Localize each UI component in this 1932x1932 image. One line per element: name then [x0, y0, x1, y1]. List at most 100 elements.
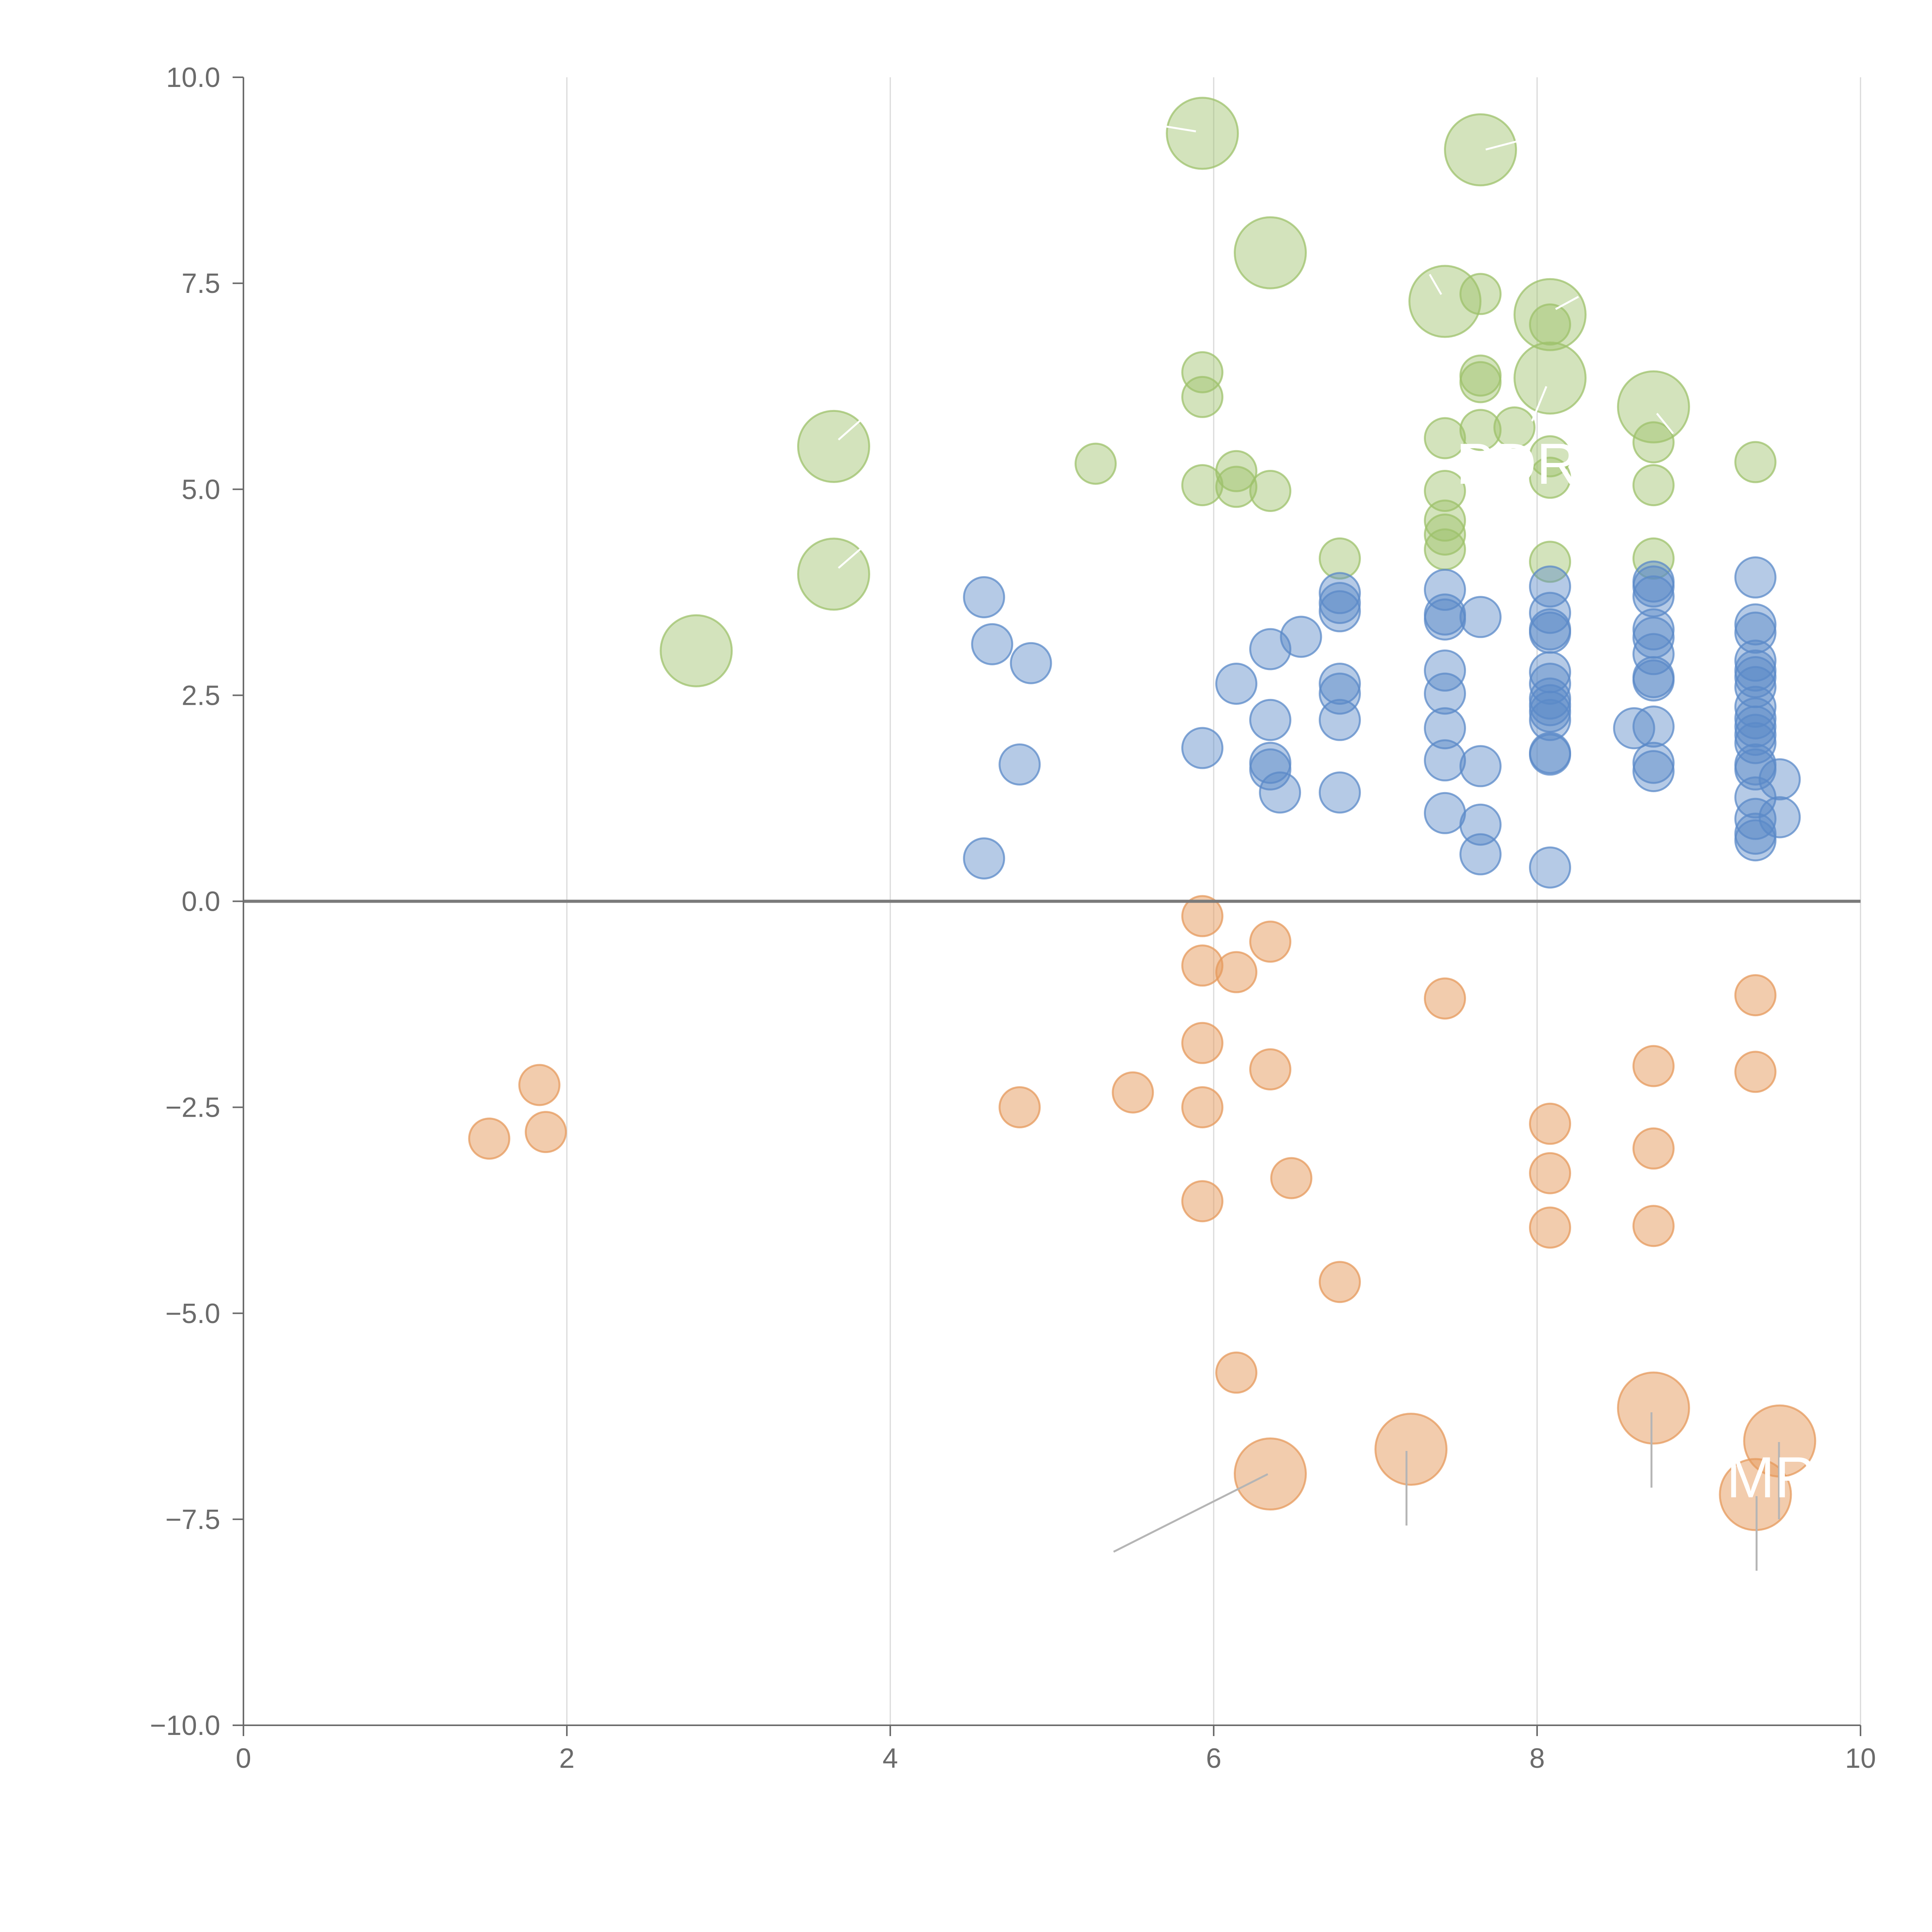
neutral-point — [1632, 659, 1675, 702]
neutral-point — [1459, 833, 1502, 876]
positive-point — [1444, 113, 1517, 187]
connector-line — [1429, 274, 1442, 295]
negative-point — [1734, 1051, 1777, 1093]
connector-line — [1113, 1473, 1269, 1553]
neutral-point — [1632, 565, 1675, 608]
positive-point — [1514, 341, 1587, 415]
connector-line — [838, 418, 862, 440]
neutral-point — [1280, 616, 1322, 658]
negative-point — [1249, 1048, 1291, 1090]
negative-point — [1632, 1205, 1675, 1247]
positive-point — [1234, 216, 1307, 289]
positive-point — [1181, 376, 1224, 418]
connector-line — [1485, 140, 1517, 151]
connector-line — [1165, 125, 1196, 133]
negative-point — [1617, 1371, 1690, 1445]
positive-point — [1493, 406, 1536, 449]
negative-point — [468, 1117, 510, 1160]
neutral-point — [963, 837, 1005, 880]
neutral-point — [1734, 798, 1777, 840]
y-tick-label: −10.0 — [150, 1710, 220, 1741]
positive-point — [1181, 351, 1224, 393]
positive-point — [1529, 303, 1571, 346]
neutral-point — [1249, 699, 1291, 741]
negative-point — [1529, 1206, 1571, 1249]
neutral-point — [1259, 771, 1301, 814]
y-tick-label: 10.0 — [166, 62, 220, 93]
y-tick-label: 0.0 — [182, 886, 220, 917]
annotation-label: N — [1745, 485, 1786, 549]
neutral-point — [1318, 590, 1361, 633]
neutral-point — [1424, 598, 1466, 641]
neutral-point — [971, 623, 1014, 665]
neutral-point — [1424, 792, 1466, 834]
positive-point — [1529, 541, 1571, 583]
negative-point — [1424, 977, 1466, 1020]
positive-point — [1529, 435, 1571, 478]
neutral-point — [1318, 572, 1361, 614]
negative-point — [518, 1064, 561, 1106]
neutral-point — [1459, 596, 1502, 638]
neutral-point — [1318, 672, 1361, 715]
negative-point — [1270, 1157, 1313, 1199]
neutral-point — [1759, 796, 1801, 838]
negative-point — [1529, 1152, 1571, 1194]
neutral-point — [1424, 649, 1466, 692]
annotation-label: PDR — [1456, 431, 1578, 496]
negative-point — [525, 1111, 567, 1153]
neutral-point — [1249, 748, 1291, 791]
negative-point — [1249, 920, 1291, 963]
negative-point — [1734, 974, 1777, 1017]
neutral-point — [1424, 739, 1466, 782]
positive-point — [1249, 470, 1291, 512]
data-markers — [468, 97, 1816, 1531]
negative-point — [1181, 1180, 1224, 1223]
positive-point — [1734, 441, 1777, 483]
positive-point — [1632, 421, 1675, 464]
neutral-point — [1529, 733, 1571, 776]
x-tick-label: 10 — [1845, 1743, 1876, 1774]
connector-line — [1656, 413, 1674, 434]
negative-point — [1719, 1458, 1792, 1531]
neutral-point — [1459, 745, 1502, 787]
connector-line — [1555, 296, 1579, 310]
negative-point — [1181, 1022, 1224, 1064]
positive-point — [1075, 442, 1117, 485]
connector-line — [838, 547, 862, 569]
neutral-point — [998, 743, 1041, 786]
neutral-point — [1529, 611, 1571, 654]
neutral-point — [1318, 699, 1361, 741]
neutral-point — [1010, 642, 1052, 684]
negative-point — [1181, 895, 1224, 937]
negative-point — [1318, 1261, 1361, 1303]
x-tick-label: 0 — [236, 1743, 251, 1774]
negative-point — [1529, 1102, 1571, 1145]
negative-point — [998, 1086, 1041, 1129]
negative-point — [1632, 1045, 1675, 1087]
neutral-point — [1181, 727, 1224, 769]
neutral-point — [1459, 803, 1502, 846]
positive-point — [1617, 370, 1690, 444]
neutral-point — [1424, 707, 1466, 750]
positive-point — [1424, 499, 1466, 542]
positive-point — [1215, 466, 1258, 508]
y-tick-label: 7.5 — [182, 268, 220, 299]
positive-point — [1424, 514, 1466, 556]
neutral-point — [1734, 556, 1777, 599]
x-tick-label: 8 — [1529, 1743, 1545, 1774]
positive-point — [1166, 97, 1239, 170]
x-tick-label: 4 — [883, 1743, 898, 1774]
negative-point — [1234, 1437, 1307, 1511]
neutral-point — [963, 576, 1005, 619]
positive-point — [1424, 528, 1466, 571]
negative-point — [1374, 1413, 1448, 1486]
negative-point — [1181, 1086, 1224, 1129]
positive-point — [1459, 361, 1502, 403]
y-tick-label: −5.0 — [165, 1298, 220, 1329]
neutral-point — [1759, 758, 1801, 801]
neutral-point — [1529, 846, 1571, 889]
positive-point — [797, 537, 870, 611]
positive-point — [660, 614, 733, 687]
